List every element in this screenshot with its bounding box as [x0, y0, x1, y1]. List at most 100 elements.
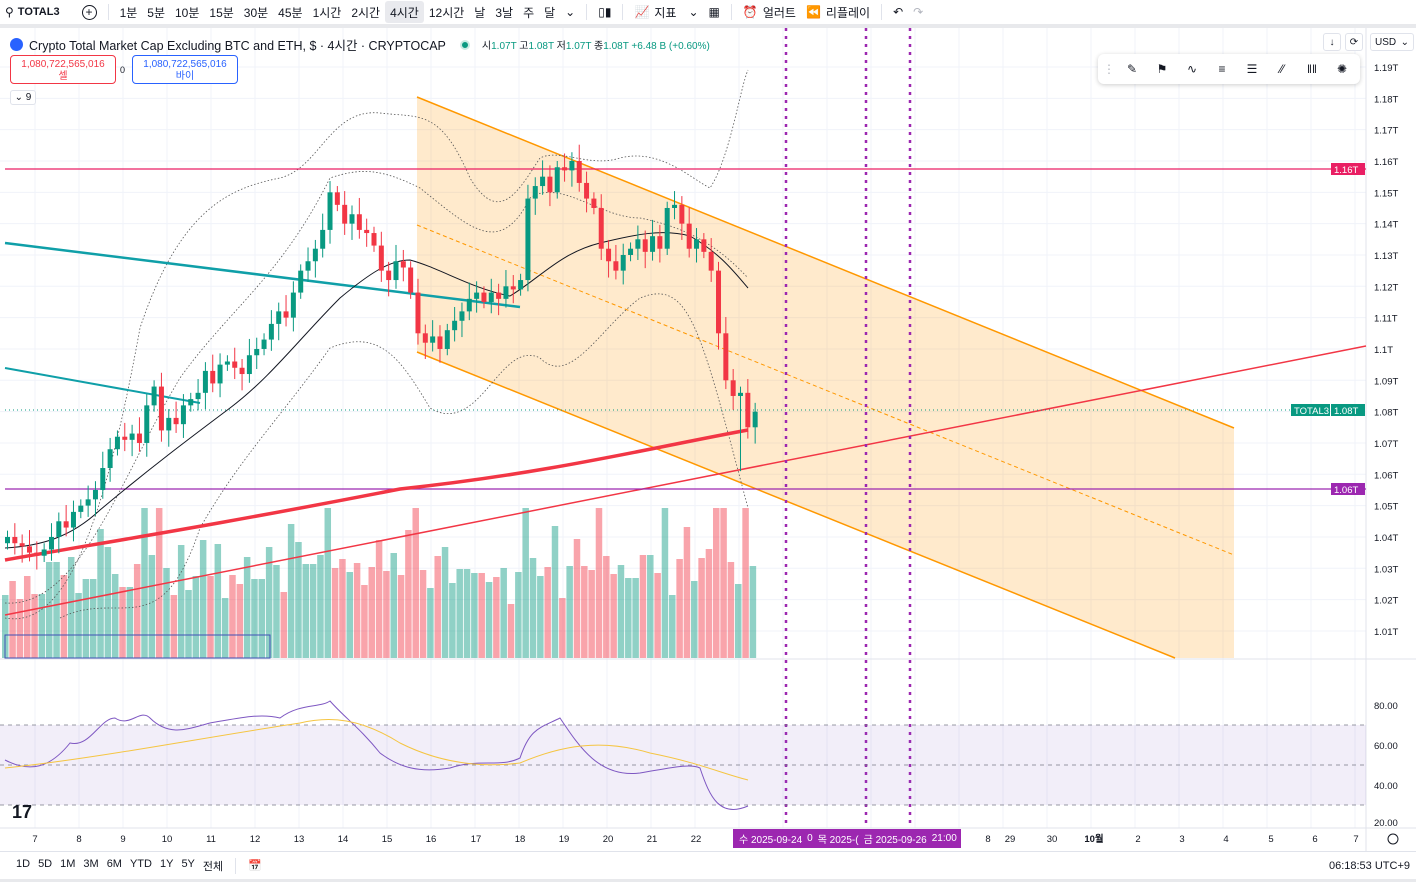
volume-bar [544, 567, 551, 658]
volume-bar [265, 547, 273, 658]
candle [136, 433, 142, 443]
refresh-icon: ⟳ [1349, 36, 1359, 48]
buy-button[interactable]: 1,080,722,565,016 바이 [132, 55, 238, 84]
interval-8[interactable]: 4시간 [385, 1, 424, 23]
brush-icon[interactable]: ∿ [1186, 62, 1198, 76]
range-5[interactable]: YTD [129, 857, 152, 870]
candle [613, 261, 619, 271]
price-chart[interactable]: 1.19T 1.18T 1.17T 1.16T 1.15T 1.14T 1.13T 1.12T… [0, 28, 1416, 851]
volume-bar [720, 508, 727, 658]
volume-bar [221, 598, 229, 658]
resistance-price-badge: 1.16T [1334, 165, 1358, 176]
time-axis-label: 13 [294, 834, 305, 845]
volume-bar [214, 544, 222, 658]
range-0[interactable]: 1D [16, 857, 31, 870]
range-2[interactable]: 1M [60, 857, 76, 870]
chevron-down-icon: ⌄ [1400, 36, 1409, 48]
highlighter-icon[interactable]: ✎ [1126, 62, 1138, 76]
range-6[interactable]: 1Y [159, 857, 174, 870]
trend-lines-icon[interactable]: ⁄⁄ [1279, 62, 1284, 76]
fib-fan-icon[interactable]: ✺ [1336, 62, 1348, 76]
interval-1[interactable]: 5분 [147, 5, 165, 20]
range-7[interactable]: 5Y [181, 857, 195, 870]
volume-bar [639, 555, 647, 658]
grid-icon: ▦ [708, 5, 720, 19]
symbol-title[interactable]: Crypto Total Market Cap Excluding BTC an… [29, 39, 446, 53]
range-3[interactable]: 3M [83, 857, 99, 870]
interval-5[interactable]: 45분 [278, 5, 303, 20]
interval-3[interactable]: 15분 [209, 5, 234, 20]
range-buttons: 1D 5D 1M 3M 6M YTD 1Y 5Y 전체 [12, 858, 227, 874]
candle [386, 270, 392, 281]
redo-button[interactable]: ↷ [908, 1, 928, 23]
scroll-to-latest-button[interactable]: ↓ [1323, 33, 1341, 51]
volume-bar [647, 555, 654, 658]
interval-dropdown[interactable]: ⌄ [560, 1, 580, 23]
divider [622, 4, 624, 20]
vertical-lines-icon[interactable]: ‖‖ [1307, 62, 1317, 76]
sell-button[interactable]: 1,080,722,565,016 셀 [10, 55, 116, 84]
interval-12[interactable]: 주 [523, 5, 535, 20]
candle [246, 355, 252, 375]
undo-button[interactable]: ↶ [888, 1, 908, 23]
time-axis-label: 21 [647, 834, 658, 845]
range-8[interactable]: 전체 [202, 860, 224, 873]
goto-date-button[interactable]: 📅 [244, 859, 266, 872]
interval-11[interactable]: 3날 [495, 5, 514, 20]
support-price-badge-bg [1331, 483, 1365, 495]
chevron-down-icon: ⌄ [14, 92, 24, 103]
price-axis-label: 1.03T [1374, 564, 1398, 575]
compare-add-button[interactable]: + [77, 1, 102, 23]
market-status-icon[interactable] [459, 39, 470, 50]
alert-button[interactable]: ⏰ 얼러트 [742, 5, 796, 20]
interval-7[interactable]: 2시간 [351, 5, 381, 20]
interval-6[interactable]: 1시간 [312, 5, 342, 20]
auto-scale-button[interactable]: ⟳ [1345, 33, 1363, 51]
price-axis-label: 1.1T [1374, 345, 1393, 356]
rsi-axis-label: 80.00 [1374, 701, 1398, 712]
layouts-button[interactable]: ▦ [704, 1, 725, 23]
indicators-collapse-button[interactable]: ⌄ 9 [10, 90, 36, 105]
interval-10[interactable]: 날 [474, 5, 486, 20]
volume-bar [676, 559, 683, 658]
spread-value: 0 [120, 65, 126, 75]
currency-select[interactable]: USD ⌄ [1370, 33, 1414, 51]
rsi-axis-label: 60.00 [1374, 741, 1398, 752]
volume-bar [573, 539, 581, 658]
range-4[interactable]: 6M [106, 857, 122, 870]
time-axis-label: 2 [1135, 834, 1140, 845]
candle [312, 248, 318, 262]
price-axis-label: 1.05T [1374, 502, 1398, 513]
volume-bar [243, 557, 251, 658]
range-1[interactable]: 5D [38, 857, 53, 870]
parallel-channel-icon[interactable]: ☰ [1246, 62, 1258, 76]
horizontal-lines-icon[interactable]: ≡ [1218, 62, 1226, 76]
drag-handle-icon[interactable]: ⋮ [1103, 62, 1115, 76]
interval-4[interactable]: 30분 [243, 5, 269, 20]
clock[interactable]: 06:18:53 UTC+9 [1328, 860, 1410, 872]
chart-type-button[interactable]: ▯▮ [593, 1, 616, 23]
volume-bar [390, 553, 397, 658]
price-axis-label: 1.19T [1374, 63, 1398, 74]
interval-13[interactable]: 달 [544, 5, 556, 20]
time-axis-label: 10 [162, 834, 173, 845]
candle [591, 198, 597, 208]
replay-button[interactable]: ⏪ 리플레이 [805, 5, 871, 20]
candle [364, 229, 370, 234]
volume-bar [691, 581, 698, 658]
symbol-search[interactable]: ⚲ TOTAL3 [5, 5, 60, 19]
candle [107, 449, 113, 469]
candle [114, 436, 120, 450]
candle [144, 405, 150, 443]
bottom-bar: 1D 5D 1M 3M 6M YTD 1Y 5Y 전체 📅 06:18:53 UTC+9 [0, 851, 1416, 879]
candle [158, 386, 164, 431]
settings-gear-icon[interactable] [1387, 833, 1399, 845]
candle [232, 361, 238, 368]
flag-pin-icon[interactable]: ⚑ [1156, 62, 1168, 76]
interval-2[interactable]: 10분 [175, 5, 200, 20]
indicators-button[interactable]: 📈 지표 ⌄ [634, 5, 699, 20]
candle [606, 248, 612, 262]
interval-9[interactable]: 12시간 [428, 5, 465, 20]
interval-0[interactable]: 1분 [119, 5, 138, 20]
candle [239, 367, 245, 375]
